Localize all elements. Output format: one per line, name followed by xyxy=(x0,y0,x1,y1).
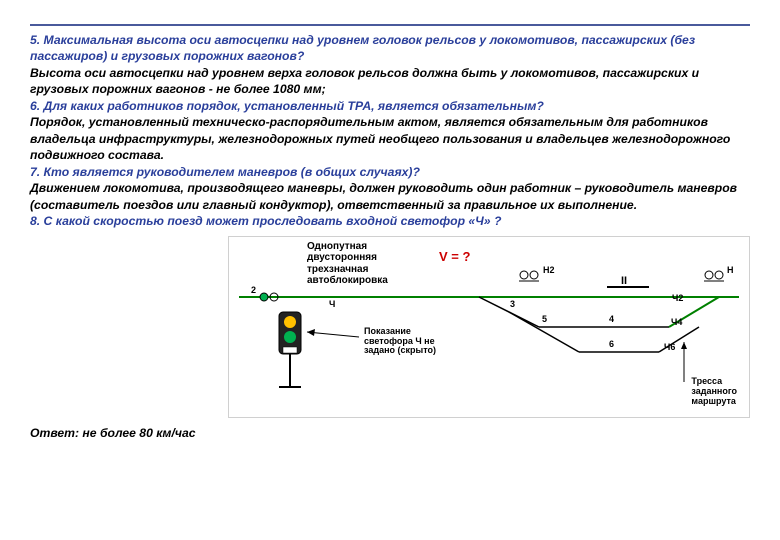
content-text: 5. Максимальная высота оси автосцепки на… xyxy=(30,32,750,230)
track-diagram: Однопутная двусторонняя трехзначная авто… xyxy=(228,236,750,418)
label-ch2: Ч2 xyxy=(672,293,683,303)
label-3: 3 xyxy=(510,299,515,309)
label-ch6: Ч6 xyxy=(664,342,675,352)
label-ii: II xyxy=(621,275,627,287)
top-rule xyxy=(30,24,750,26)
final-answer: Ответ: не более 80 км/час xyxy=(30,426,750,440)
route-label: Тресса заданного маршрута xyxy=(691,377,737,407)
label-ch: Ч xyxy=(329,299,335,309)
hidden-signal-note: Показание светофора Ч не задано (скрыто) xyxy=(364,327,436,357)
label-5: 5 xyxy=(542,314,547,324)
question-7: 7. Кто является руководителем маневров (… xyxy=(30,165,420,179)
question-5: 5. Максимальная высота оси автосцепки на… xyxy=(30,33,695,63)
question-8: 8. С какой скоростью поезд может прослед… xyxy=(30,214,501,228)
label-n2: Н2 xyxy=(543,265,555,275)
track-svg xyxy=(229,237,749,417)
answer-6: Порядок, установленный техническо-распор… xyxy=(30,115,730,162)
label-4: 4 xyxy=(609,314,614,324)
label-2-left: 2 xyxy=(251,285,256,295)
label-n: Н xyxy=(727,265,734,275)
answer-7: Движением локомотива, производящего мане… xyxy=(30,181,737,211)
label-6: 6 xyxy=(609,339,614,349)
answer-5: Высота оси автосцепки над уровнем верха … xyxy=(30,66,699,96)
label-ch4: Ч4 xyxy=(671,317,682,327)
question-6: 6. Для каких работников порядок, установ… xyxy=(30,99,544,113)
